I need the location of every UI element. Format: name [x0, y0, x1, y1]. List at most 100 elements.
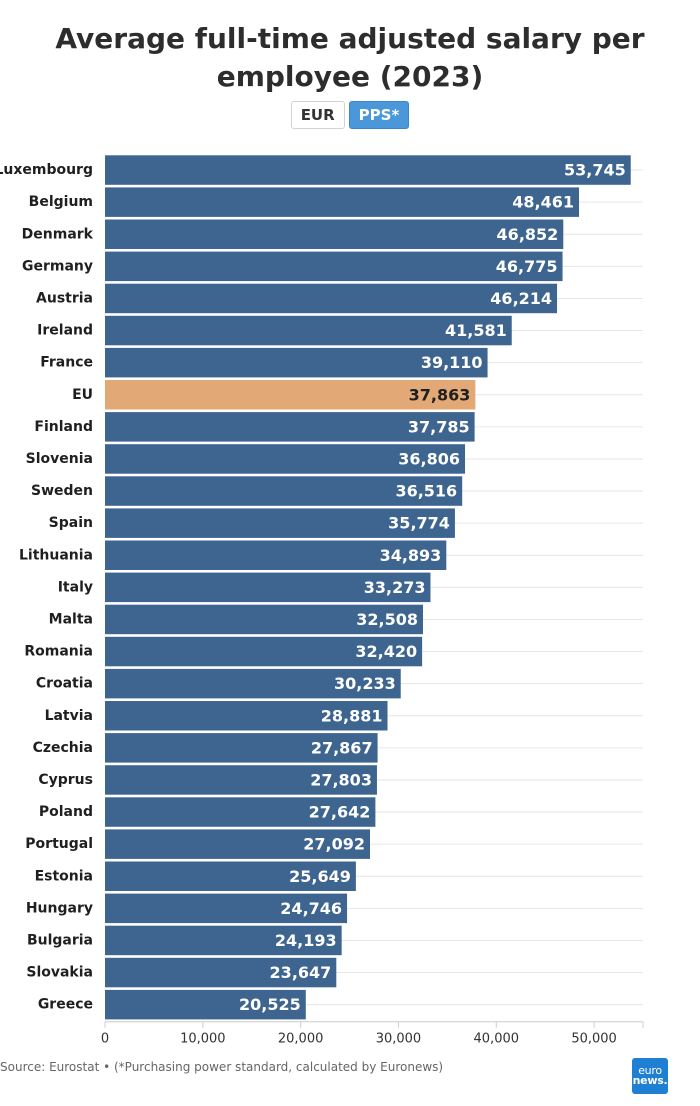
bar: [105, 925, 342, 956]
value-label: 20,525: [239, 995, 301, 1014]
category-label: Belgium: [29, 194, 93, 210]
category-label: Greece: [38, 997, 93, 1013]
bar: [105, 668, 401, 699]
category-label: Malta: [49, 611, 93, 627]
bar: [105, 283, 558, 314]
value-label: 37,863: [409, 385, 471, 404]
value-label: 46,775: [496, 257, 558, 276]
x-tick-label: 40,000: [474, 1032, 520, 1047]
bar: [105, 701, 388, 731]
category-label: Portugal: [25, 836, 93, 852]
bar: [105, 765, 377, 795]
category-label: Germany: [22, 258, 93, 274]
value-label: 24,746: [280, 899, 342, 918]
category-label: Finland: [34, 419, 93, 435]
category-label: Romania: [24, 644, 93, 660]
bar: [105, 604, 423, 635]
category-labels: Luxembourg Belgium Denmark Germany Austria Ir…: [0, 162, 94, 1013]
value-label: 33,273: [364, 578, 426, 597]
euronews-logo[interactable]: euro news.: [632, 1058, 668, 1094]
bar: [105, 155, 631, 185]
logo-text-euro: euro: [638, 1064, 662, 1077]
value-label: 32,508: [356, 610, 418, 629]
category-label: Bulgaria: [27, 932, 93, 948]
category-label: Estonia: [35, 868, 93, 884]
value-label: 28,881: [321, 706, 383, 725]
value-label: 39,110: [421, 353, 483, 372]
category-label: Slovakia: [26, 965, 93, 981]
bar-chart: Luxembourg Belgium Denmark Germany Austria Ir…: [0, 155, 644, 1047]
bar: [105, 347, 488, 378]
category-label: France: [40, 355, 93, 371]
value-label: 27,642: [309, 803, 371, 822]
x-tick-label: 30,000: [376, 1032, 422, 1047]
value-label: 53,745: [564, 161, 626, 180]
value-labels: 53,745 48,461 46,852 46,775 46,214 41,581 39,1…: [239, 161, 626, 1015]
bar: [105, 572, 431, 603]
value-label: 23,647: [270, 963, 332, 982]
x-tick-label: 10,000: [180, 1032, 226, 1047]
x-tick-label: 50,000: [571, 1032, 617, 1047]
value-label: 34,893: [380, 546, 442, 565]
category-label: Slovenia: [26, 451, 93, 467]
category-label: Spain: [49, 515, 93, 531]
value-label: 41,581: [445, 321, 507, 340]
bar: [105, 315, 512, 346]
bar: [105, 251, 563, 282]
category-label: Croatia: [36, 676, 93, 692]
x-tick-label: 0: [101, 1032, 109, 1047]
bar: [105, 861, 356, 891]
value-label: 46,214: [490, 289, 552, 308]
bar: [105, 187, 580, 217]
category-label: Lithuania: [19, 547, 93, 563]
value-label: 46,852: [497, 225, 559, 244]
bar: [105, 540, 447, 570]
category-label: Sweden: [31, 483, 93, 499]
category-label: Poland: [39, 804, 93, 820]
category-label: Ireland: [37, 323, 93, 339]
category-label: Denmark: [22, 226, 94, 242]
category-label: Czechia: [33, 740, 93, 756]
x-tick-label: 20,000: [278, 1032, 324, 1047]
category-label: Cyprus: [38, 772, 93, 788]
bar: [105, 957, 337, 988]
category-label: Austria: [36, 290, 93, 306]
bar: [105, 733, 378, 763]
value-label: 35,774: [388, 514, 450, 533]
bar: [105, 989, 306, 1020]
bar: [105, 412, 475, 442]
x-axis: 0 10,000 20,000 30,000 40,000 50,000: [101, 1021, 644, 1047]
chart-title: Average full-time adjusted salary per em…: [55, 22, 645, 93]
value-label: 32,420: [355, 642, 417, 661]
bar: [105, 797, 376, 827]
bar: [105, 219, 564, 249]
pps-button[interactable]: PPS*: [348, 101, 410, 129]
value-label: 36,806: [398, 449, 460, 468]
currency-toggle: EUR PPS*: [0, 101, 700, 129]
value-label: 27,867: [311, 738, 373, 757]
category-label: Hungary: [26, 900, 93, 916]
bar: [105, 444, 466, 474]
value-label: 24,193: [275, 931, 337, 950]
bar: [105, 829, 371, 859]
bar: [105, 380, 476, 410]
value-label: 48,461: [512, 193, 574, 212]
value-label: 37,785: [408, 417, 470, 436]
bar: [105, 476, 463, 506]
bars: [105, 155, 631, 1020]
category-label: Latvia: [45, 708, 93, 724]
value-label: 25,649: [289, 867, 351, 886]
value-label: 27,092: [303, 835, 365, 854]
eur-button[interactable]: EUR: [290, 101, 345, 129]
bar: [105, 508, 455, 538]
value-label: 36,516: [395, 482, 457, 501]
source-note: Source: Eurostat • (*Purchasing power st…: [0, 1060, 444, 1074]
bar: [105, 636, 423, 667]
bar: [105, 893, 348, 924]
category-label: Italy: [58, 579, 93, 595]
category-label: EU: [72, 387, 93, 403]
logo-text-news: news.: [632, 1074, 668, 1087]
category-label: Luxembourg: [0, 162, 93, 178]
value-label: 30,233: [334, 674, 396, 693]
value-label: 27,803: [310, 770, 372, 789]
